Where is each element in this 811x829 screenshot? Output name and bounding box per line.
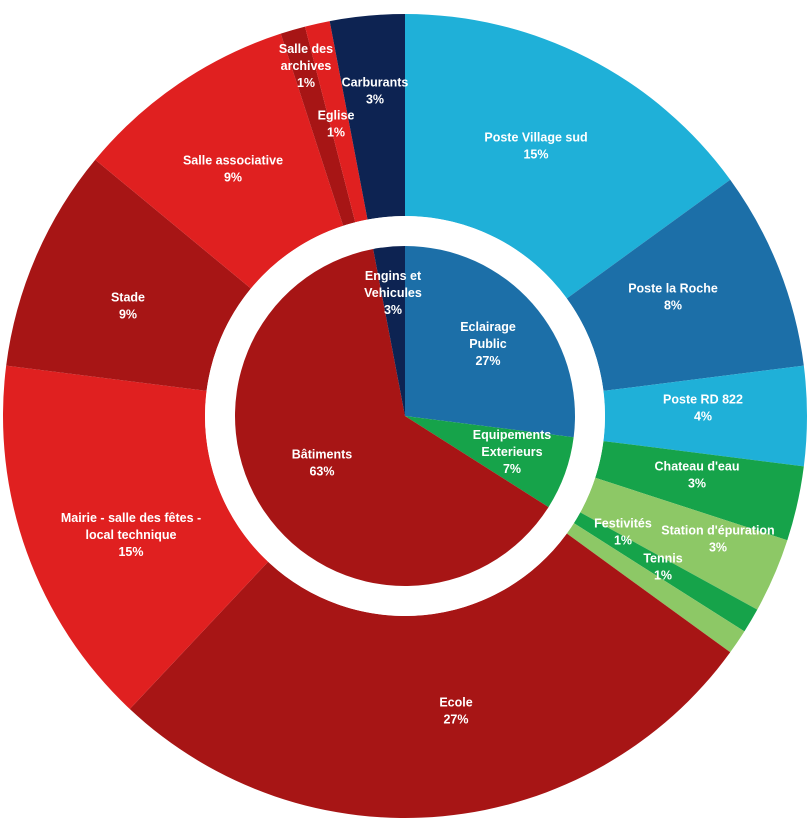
slice-name: Salle des — [279, 42, 333, 56]
outer-slice-poste-village-sud — [405, 14, 731, 299]
slice-name: Tennis — [643, 552, 682, 566]
outer-slice-stade — [6, 159, 251, 391]
slice-percent: 3% — [709, 541, 727, 555]
outer-slice-ecole — [129, 533, 731, 818]
slice-name: Stade — [111, 291, 145, 305]
slice-name: Poste RD 822 — [663, 393, 743, 407]
slice-name: Equipements — [473, 428, 552, 442]
slice-percent: 1% — [327, 126, 345, 140]
slice-name: Bâtiments — [292, 448, 352, 462]
slice-percent: 27% — [443, 713, 468, 727]
slice-name: archives — [281, 59, 332, 73]
outer-slice-tennis — [566, 523, 745, 653]
slice-percent: 15% — [523, 148, 548, 162]
inner-slice-eclairage-public — [405, 246, 575, 438]
slice-percent: 63% — [309, 465, 334, 479]
outer-label-salle-des-archives: Salle des archives 1% — [279, 42, 333, 90]
outer-slice-salle-des-archives — [305, 21, 368, 223]
slice-percent: 1% — [297, 76, 315, 90]
slice-percent: 1% — [654, 569, 672, 583]
inner-ring — [235, 246, 575, 586]
slice-name: Vehicules — [364, 286, 422, 300]
outer-slice-eglise — [280, 26, 356, 226]
inner-slice-equipements-exterieurs — [405, 416, 574, 508]
outer-label-tennis: Tennis 1% — [643, 552, 682, 583]
outer-slice-festivites — [573, 512, 758, 632]
inner-slice-batiments — [235, 249, 549, 586]
inner-label-engins-et-vehicules: Engins et Vehicules 3% — [364, 269, 422, 317]
outer-label-poste-la-roche: Poste la Roche 8% — [628, 282, 718, 313]
inner-slice-engins-et-vehicules — [373, 246, 405, 416]
slice-name: Poste la Roche — [628, 282, 718, 296]
outer-label-ecole: Ecole 27% — [439, 696, 472, 727]
slice-name: Poste Village sud — [484, 131, 587, 145]
slice-percent: 4% — [694, 410, 712, 424]
outer-slice-station-d-epuration — [580, 477, 788, 610]
outer-slice-mairie-salle-des-fetes-local-technique — [2, 365, 269, 710]
inner-label-equipements-exterieurs: Equipements Exterieurs 7% — [473, 428, 552, 476]
slice-name: Eclairage — [460, 320, 516, 334]
slice-name: Public — [469, 337, 507, 351]
outer-label-salle-associative: Salle associative 9% — [183, 154, 283, 185]
slice-percent: 8% — [664, 299, 682, 313]
outer-label-eglise: Eglise 1% — [318, 109, 355, 140]
inner-label-eclairage-public: Eclairage Public 27% — [460, 320, 516, 368]
outer-ring — [2, 14, 807, 818]
slice-percent: 3% — [688, 477, 706, 491]
slice-name: Festivités — [594, 517, 652, 531]
outer-label-chateau-d-eau: Chateau d'eau 3% — [655, 460, 740, 491]
chart-labels: Poste Village sud 15%Poste la Roche 8%Post… — [61, 42, 775, 727]
slice-name: Ecole — [439, 696, 472, 710]
slice-name: Chateau d'eau — [655, 460, 740, 474]
slice-percent: 7% — [503, 462, 521, 476]
slice-name: Station d'épuration — [661, 524, 774, 538]
outer-label-poste-rd-822: Poste RD 822 4% — [663, 393, 743, 424]
outer-slice-chateau-d-eau — [595, 441, 804, 541]
outer-slice-poste-rd-822 — [603, 365, 807, 467]
slice-percent: 1% — [614, 534, 632, 548]
outer-label-stade: Stade 9% — [111, 291, 145, 322]
outer-label-carburants: Carburants 3% — [342, 76, 409, 107]
outer-slice-carburants — [329, 14, 405, 220]
outer-slice-salle-associative — [95, 33, 344, 289]
slice-percent: 9% — [119, 308, 137, 322]
outer-slice-poste-la-roche — [566, 179, 804, 391]
inner-label-batiments: Bâtiments 63% — [292, 448, 352, 479]
slice-name: Mairie - salle des fêtes - — [61, 511, 201, 525]
slice-name: Salle associative — [183, 154, 283, 168]
slice-percent: 3% — [384, 303, 402, 317]
slice-name: Carburants — [342, 76, 409, 90]
slice-name: Exterieurs — [481, 445, 542, 459]
slice-name: Eglise — [318, 109, 355, 123]
outer-label-festivites: Festivités 1% — [594, 517, 652, 548]
slice-percent: 3% — [366, 93, 384, 107]
outer-label-poste-village-sud: Poste Village sud 15% — [484, 131, 587, 162]
slice-percent: 27% — [475, 354, 500, 368]
slice-percent: 15% — [118, 545, 143, 559]
slice-percent: 9% — [224, 171, 242, 185]
outer-label-station-d-epuration: Station d'épuration 3% — [661, 524, 774, 555]
outer-label-mairie-salle-des-fetes-local-technique: Mairie - salle des fêtes - local techniqu… — [61, 511, 201, 559]
slice-name: local technique — [86, 528, 177, 542]
slice-name: Engins et — [365, 269, 422, 283]
